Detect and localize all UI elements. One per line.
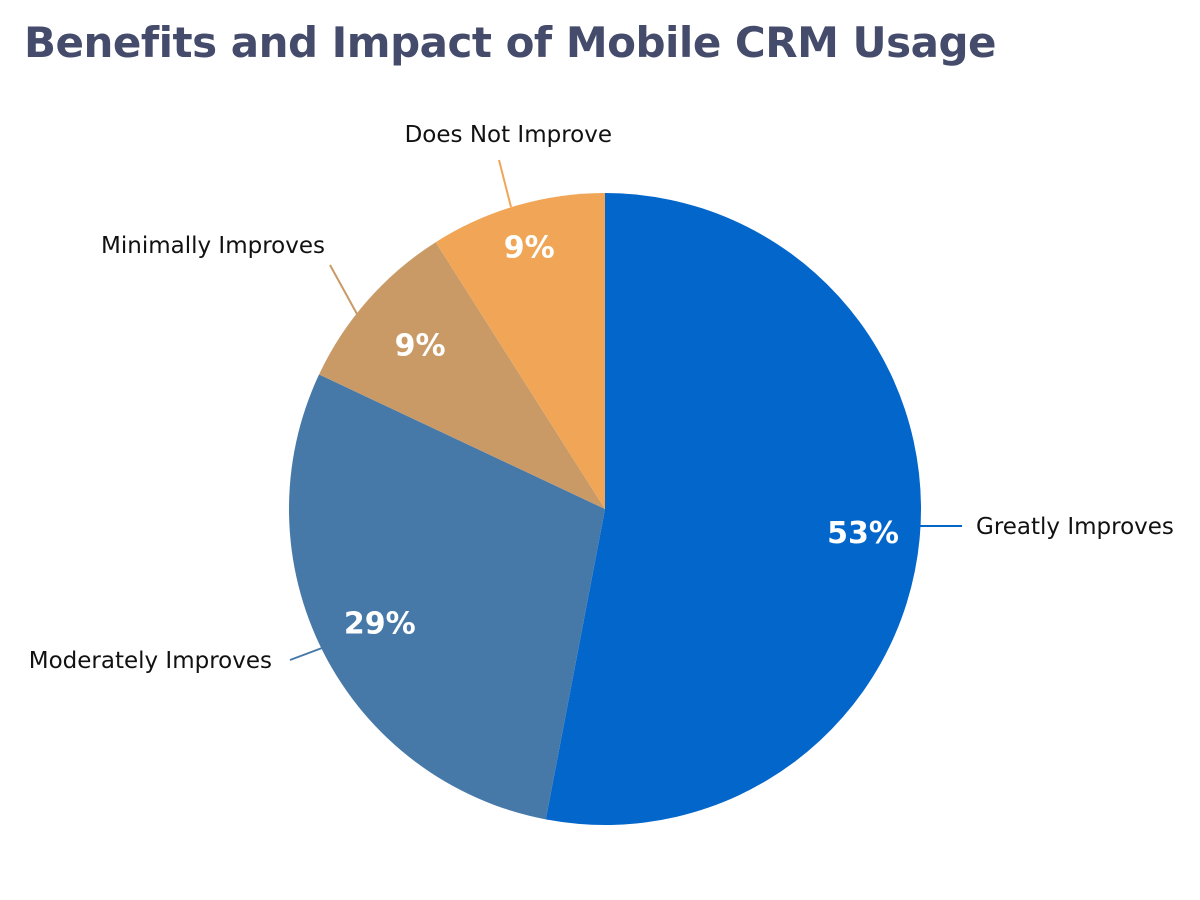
leader-line-moderately-improves bbox=[289, 647, 323, 661]
slice-value-label-moderately-improves: 29% bbox=[344, 606, 416, 641]
slice-value-label-greatly-improves: 53% bbox=[827, 516, 899, 551]
slice-value-label-minimally-improves: 9% bbox=[395, 329, 446, 364]
chart-title: Benefits and Impact of Mobile CRM Usage bbox=[24, 18, 997, 67]
slice-category-label-does-not-improve: Does Not Improve bbox=[405, 122, 612, 148]
pie-slice-greatly-improves bbox=[545, 192, 922, 825]
slice-category-label-moderately-improves: Moderately Improves bbox=[29, 648, 272, 674]
slice-category-label-greatly-improves: Greatly Improves bbox=[976, 514, 1174, 540]
slice-category-label-minimally-improves: Minimally Improves bbox=[101, 233, 325, 259]
pie-slice-moderately-improves bbox=[288, 374, 605, 820]
slice-value-label-does-not-improve: 9% bbox=[504, 231, 555, 266]
pie-slice-minimally-improves bbox=[319, 242, 605, 509]
leader-line-does-not-improve bbox=[498, 159, 512, 208]
pie-slice-does-not-improve bbox=[435, 193, 605, 509]
leader-line-minimally-improves bbox=[329, 264, 358, 315]
